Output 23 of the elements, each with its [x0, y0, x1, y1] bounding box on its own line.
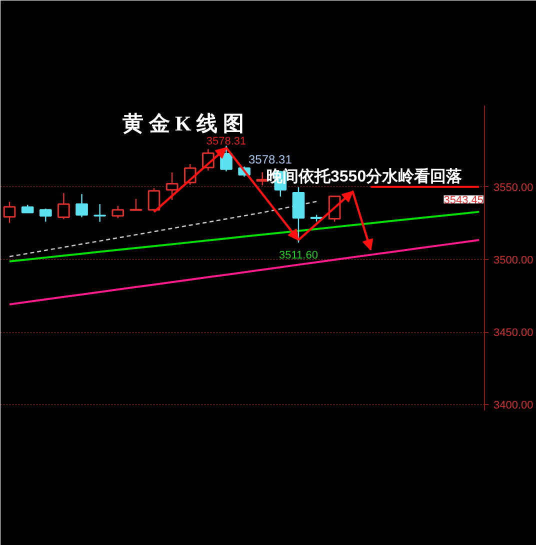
line-series — [8, 210, 480, 262]
candlestick — [76, 193, 88, 218]
candlestick — [166, 172, 178, 201]
candlestick — [94, 204, 106, 222]
line-series — [8, 238, 480, 306]
annotation: 3578.31 — [248, 152, 292, 166]
annotation: 3511.60 — [279, 250, 318, 262]
candlestick — [256, 172, 269, 186]
y-tick-label: 3400.00 — [494, 400, 534, 412]
y-tick-label: 3450.00 — [494, 327, 534, 340]
candlestick — [130, 198, 142, 212]
candlestick — [39, 208, 52, 222]
line-series — [8, 200, 318, 258]
y-tick-label: 3500.00 — [494, 254, 534, 266]
annotation: 3578.31 — [206, 136, 246, 148]
candlestick — [3, 201, 16, 224]
annotation: 3543.45 — [444, 194, 484, 206]
candlestick — [148, 188, 160, 211]
candlestick — [112, 205, 124, 219]
y-tick-label: 3550.00 — [494, 182, 534, 194]
candlestick — [220, 145, 232, 172]
candlestick — [58, 192, 70, 220]
chart-title: 黄 金 K 线 图 — [122, 112, 244, 136]
